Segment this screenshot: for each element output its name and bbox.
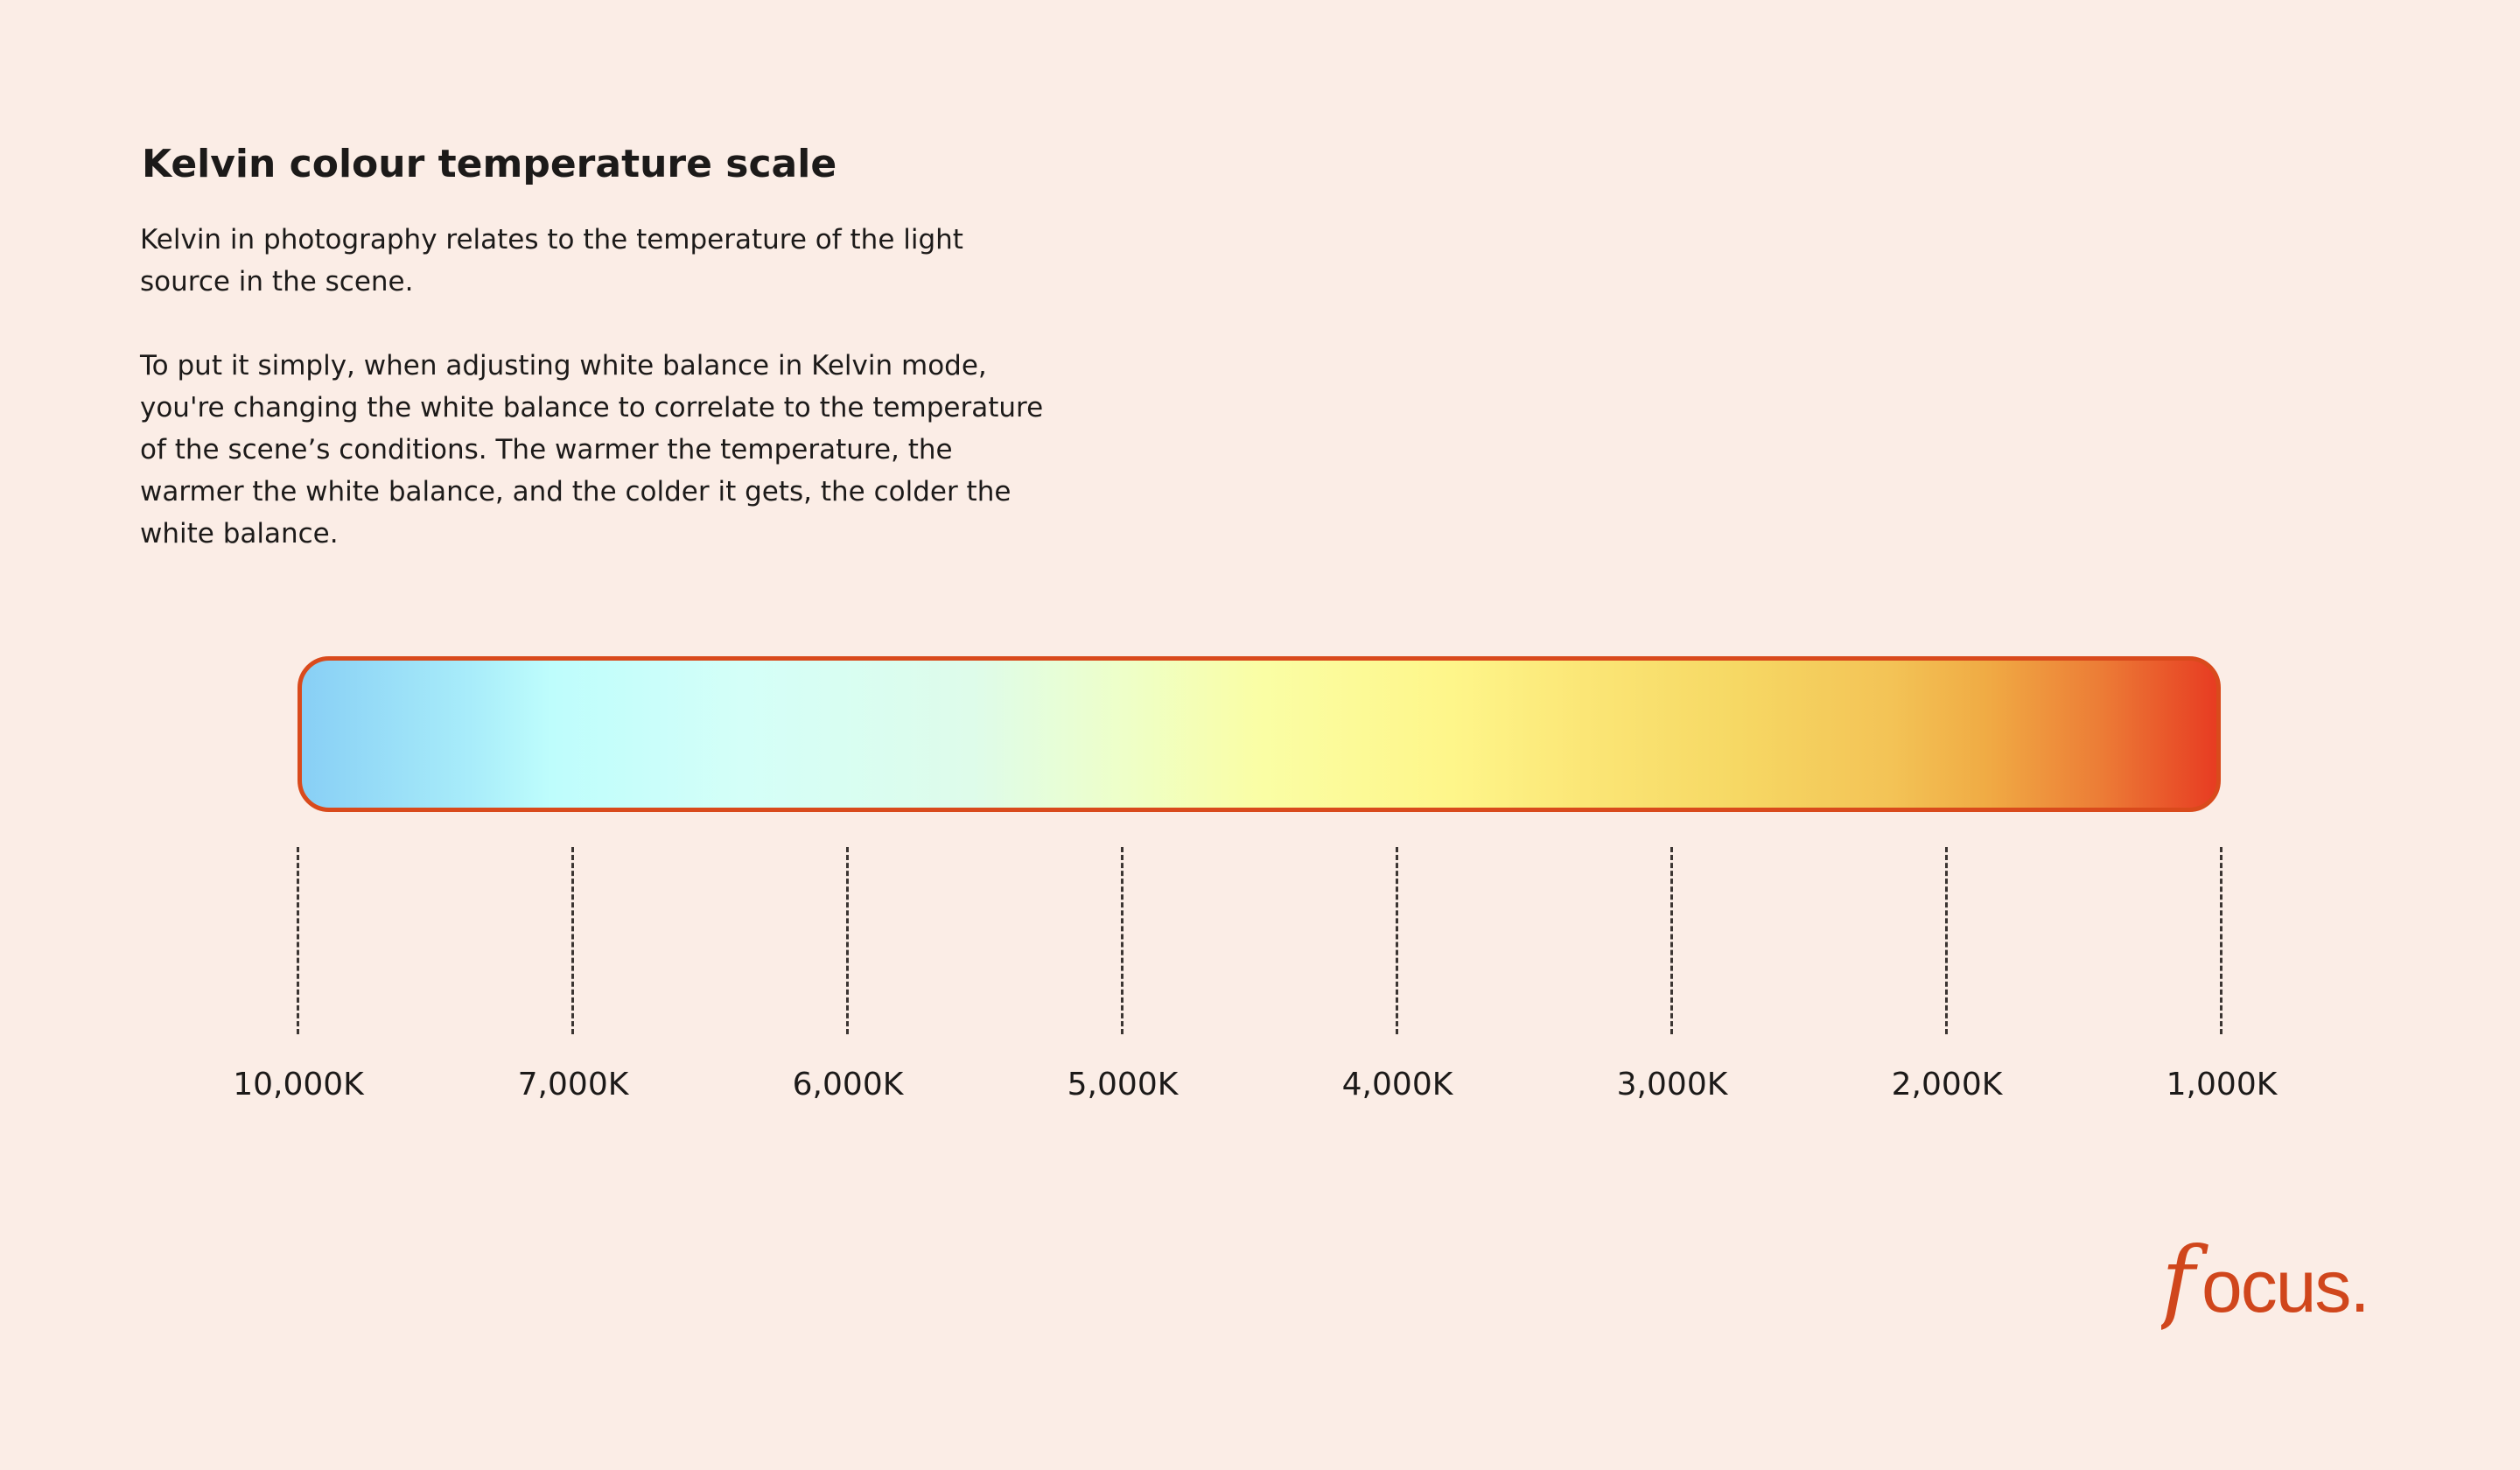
- kelvin-gradient-bar: [298, 656, 2221, 812]
- scale-tick-3000k: [1670, 847, 1673, 1034]
- scale-label-3000k: 3,000K: [1616, 1067, 1728, 1102]
- scale-tick-6000k: [846, 847, 849, 1034]
- scale-label-7000k: 7,000K: [517, 1067, 629, 1102]
- scale-tick-7000k: [571, 847, 574, 1034]
- scale-tick-1000k: [2220, 847, 2222, 1034]
- intro-paragraph-2: To put it simply, when adjusting white b…: [140, 350, 1044, 550]
- scale-label-5000k: 5,000K: [1067, 1067, 1179, 1102]
- scale-tick-5000k: [1121, 847, 1124, 1034]
- scale-tick-10000k: [297, 847, 299, 1034]
- scale-label-2000k: 2,000K: [1891, 1067, 2003, 1102]
- scale-label-6000k: 6,000K: [792, 1067, 904, 1102]
- scale-tick-4000k: [1396, 847, 1398, 1034]
- intro-paragraph-1: Kelvin in photography relates to the tem…: [140, 224, 963, 298]
- scale-label-10000k: 10,000K: [233, 1067, 364, 1102]
- page-title: Kelvin colour temperature scale: [142, 142, 837, 186]
- logo-rest: ocus.: [2202, 1245, 2369, 1327]
- focus-logo: f ocus.: [2161, 1229, 2370, 1334]
- scale-label-4000k: 4,000K: [1341, 1067, 1453, 1102]
- scale-tick-2000k: [1945, 847, 1948, 1034]
- scale-label-1000k: 1,000K: [2166, 1067, 2278, 1102]
